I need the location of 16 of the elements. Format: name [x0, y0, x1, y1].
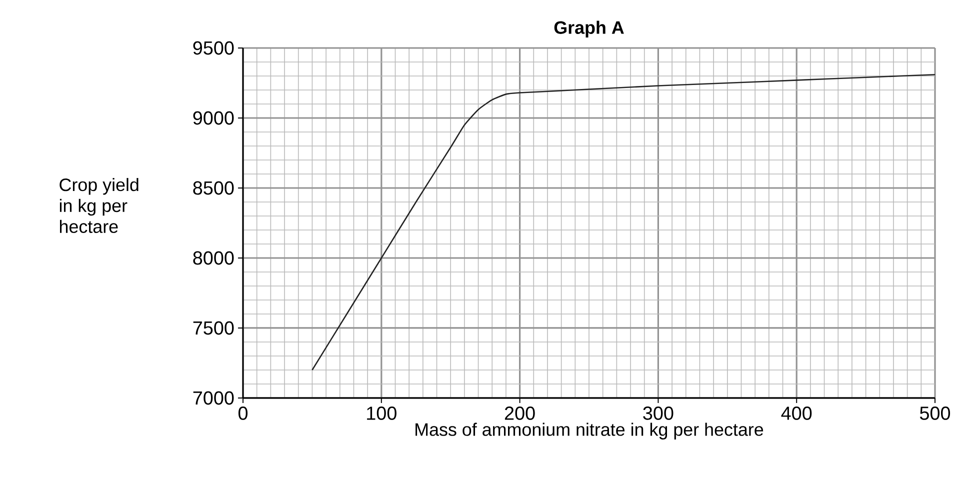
y-tick-label: 8000	[193, 251, 234, 265]
y-axis-title: Crop yield in kg per hectare	[60, 178, 138, 233]
y-tick-label: 7500	[193, 321, 234, 335]
x-tick-label: 0	[238, 406, 248, 420]
x-tick-label: 300	[643, 406, 674, 420]
line-series	[312, 74, 936, 371]
x-tick-label: 200	[504, 406, 535, 420]
x-tick-label: 400	[781, 406, 812, 420]
chart-title: Graph A	[554, 20, 624, 38]
y-tick-label: 7000	[193, 391, 234, 405]
x-tick-label: 100	[367, 406, 396, 420]
x-tick-label: 500	[920, 406, 950, 420]
x-axis-title: Mass of ammonium nitrate in kg per hectare	[416, 422, 764, 440]
y-tick-label: 8500	[193, 181, 234, 195]
y-tick-label: 9000	[193, 111, 234, 125]
y-tick-label: 9500	[193, 41, 234, 55]
